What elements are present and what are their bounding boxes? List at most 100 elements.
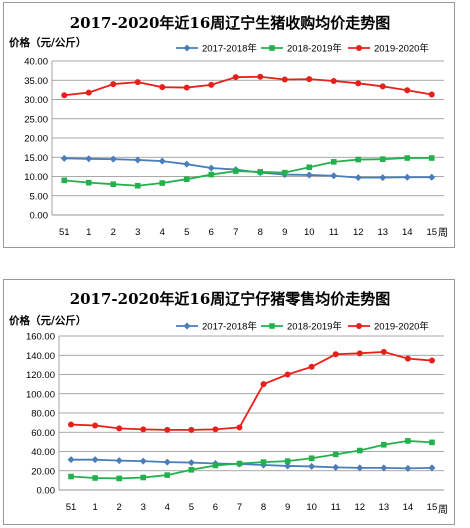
chart-2-xtick-label: 51 bbox=[66, 502, 77, 513]
chart-1-ylabel: 价格（元/公斤） bbox=[9, 36, 86, 49]
chart-1-legend-label: 2017-2018年 bbox=[202, 43, 257, 55]
chart-2-series-3-point bbox=[140, 426, 147, 433]
chart-1-series-3-point bbox=[183, 84, 190, 91]
chart-2-ytick-label: 140.00 bbox=[26, 351, 55, 362]
chart-1-ytick-label: 0.00 bbox=[30, 211, 49, 222]
chart-2-series-3-point bbox=[260, 381, 267, 388]
chart-1-xtick-label: 10 bbox=[304, 227, 315, 238]
chart-1-series-1-point bbox=[109, 155, 117, 163]
chart-1-xtick-label: 2 bbox=[111, 227, 116, 238]
chart-2-series-3-point bbox=[380, 348, 387, 355]
chart-1-series-2-point bbox=[208, 171, 215, 178]
chart-1-series-2-point bbox=[85, 179, 92, 186]
chart-2-legend-label: 2019-2020年 bbox=[374, 321, 429, 333]
chart-1-series-3-point bbox=[330, 78, 337, 85]
chart-2-series-1-point bbox=[380, 464, 388, 472]
chart-1-legend-label: 2018-2019年 bbox=[287, 43, 342, 55]
chart-1-series-3-point bbox=[134, 79, 141, 86]
chart-1-series-1-line bbox=[64, 157, 432, 179]
chart-2-xtick-label: 3 bbox=[141, 502, 146, 513]
chart-1-legend-marker bbox=[356, 45, 362, 51]
chart-1-xtick-label: 9 bbox=[282, 227, 287, 238]
chart-1-series-1-point bbox=[85, 155, 93, 163]
chart-1-xunit: 周 bbox=[438, 227, 448, 239]
chart-2-ytick-label: 100.00 bbox=[26, 389, 55, 400]
chart-1-series-2-point bbox=[232, 168, 239, 174]
chart-1-series-3-point bbox=[428, 91, 435, 98]
chart-2-series-1-point bbox=[115, 457, 123, 465]
chart-1-xtick-label: 6 bbox=[209, 227, 214, 238]
chart-2-series-1-point bbox=[163, 458, 171, 466]
chart-2-ytick-label: 0.00 bbox=[37, 486, 56, 497]
chart-1-xtick-label: 15 bbox=[426, 227, 437, 238]
chart-1-series-3-point bbox=[355, 80, 362, 87]
chart-1-xtick-label: 4 bbox=[160, 227, 165, 238]
chart-2-xtick-label: 1 bbox=[92, 502, 97, 513]
chart-2-series-3-point bbox=[188, 426, 195, 433]
chart-2-xtick-label: 13 bbox=[379, 502, 390, 513]
chart-2-series-3-point bbox=[236, 424, 243, 431]
chart-2-series-3-point bbox=[404, 355, 411, 362]
chart-2-ylabel: 价格（元/公斤） bbox=[9, 314, 86, 327]
chart-1-xtick-label: 13 bbox=[377, 227, 388, 238]
chart-2-legend-label: 2018-2019年 bbox=[287, 321, 342, 333]
chart-2-xunit: 周 bbox=[438, 504, 448, 516]
chart-1-series-2-point bbox=[159, 180, 166, 186]
chart-1-ytick-label: 5.00 bbox=[30, 191, 49, 202]
chart-2-xtick-label: 15 bbox=[427, 502, 438, 513]
chart-1-series-2-point bbox=[183, 176, 190, 182]
chart-1-series-3-point bbox=[404, 87, 411, 94]
chart-2-series-3-line bbox=[70, 350, 433, 431]
chart-1-series-1-point bbox=[428, 173, 436, 181]
chart-2-series-2-point bbox=[116, 475, 122, 482]
chart-1-series-2-point bbox=[355, 156, 362, 163]
chart-1-legend-marker bbox=[269, 45, 275, 51]
chart-1-series-3-point bbox=[159, 84, 166, 91]
chart-2-legend-marker bbox=[183, 322, 191, 330]
chart-1-xtick-label: 11 bbox=[329, 227, 339, 238]
chart-1-series-2-point bbox=[330, 159, 337, 165]
chart-2-series-1-point bbox=[139, 457, 147, 465]
chart-1-xtick-label: 3 bbox=[135, 227, 140, 238]
chart-2-series-2-point bbox=[236, 460, 243, 467]
chart-2-series-1-point bbox=[308, 462, 316, 470]
chart-2-series-2-point bbox=[92, 475, 98, 481]
chart-2-xtick-label: 2 bbox=[117, 502, 122, 513]
chart-1-series-3-point bbox=[257, 73, 264, 80]
chart-2-container: 2017-2020年近16周辽宁仔猪零售均价走势图 价格（元/公斤） 周 0.0… bbox=[3, 279, 455, 525]
chart-1-series-2-line bbox=[64, 157, 432, 187]
chart-1-series-2-point bbox=[281, 169, 288, 176]
chart-1-series-1-point bbox=[183, 160, 191, 168]
chart-2-xtick-label: 12 bbox=[354, 502, 365, 513]
chart-2-ytick-label: 120.00 bbox=[26, 370, 55, 381]
chart-1-xtick-label: 5 bbox=[184, 227, 189, 238]
chart-2-series-1-point bbox=[67, 456, 75, 464]
chart-1-container: 2017-2020年近16周辽宁生猪收购均价走势图 价格（元/公斤） 周 0.0… bbox=[3, 2, 455, 248]
chart-1-series-2-point bbox=[61, 177, 68, 184]
chart-2-series-2-point bbox=[308, 455, 315, 462]
chart-1-ytick-label: 40.00 bbox=[24, 57, 48, 68]
chart-2-xtick-label: 8 bbox=[261, 502, 266, 513]
chart-2-xtick-label: 4 bbox=[165, 502, 170, 513]
chart-2-xtick-label: 14 bbox=[403, 502, 414, 513]
chart-2-ytick-label: 60.00 bbox=[31, 428, 55, 439]
chart-1-ytick-label: 30.00 bbox=[24, 95, 48, 106]
chart-1-ytick-label: 20.00 bbox=[24, 134, 48, 145]
chart-1-legend-marker bbox=[183, 44, 191, 52]
chart-1-series-1-point bbox=[354, 174, 362, 182]
chart-2-series-1-point bbox=[332, 463, 340, 471]
chart-2-series-2-point bbox=[429, 439, 435, 446]
chart-2-xtick-label: 5 bbox=[189, 502, 194, 513]
chart-2-title: 2017-2020年近16周辽宁仔猪零售均价走势图 bbox=[70, 290, 391, 308]
chart-1-ytick-label: 35.00 bbox=[24, 76, 48, 87]
chart-1-series-1-point bbox=[134, 156, 142, 164]
chart-1-xtick-label: 8 bbox=[258, 227, 263, 238]
chart-2-series-2-point bbox=[405, 438, 411, 444]
chart-1-series-1-point bbox=[207, 164, 215, 172]
chart-2-series-3-point bbox=[68, 421, 75, 428]
chart-2-series-3-point bbox=[308, 363, 315, 370]
chart-2-series-3-point bbox=[212, 426, 219, 433]
chart-2-series-2-point bbox=[212, 462, 219, 469]
chart-2-series-2-point bbox=[260, 459, 267, 465]
chart-1-ytick-label: 15.00 bbox=[24, 153, 48, 164]
